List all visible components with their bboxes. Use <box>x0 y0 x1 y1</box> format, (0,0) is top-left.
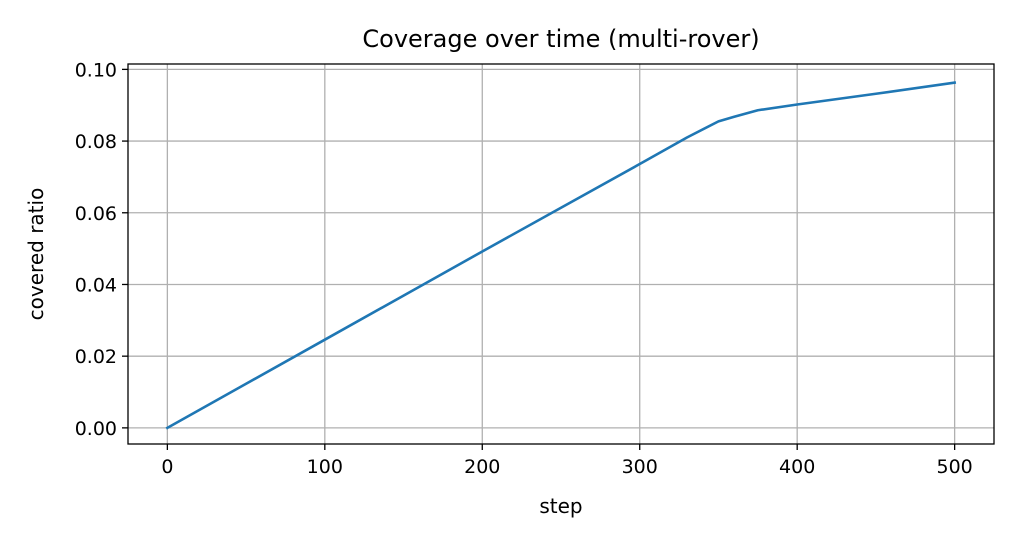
chart-title: Coverage over time (multi-rover) <box>362 25 759 53</box>
x-tick-label: 100 <box>307 456 343 478</box>
y-tick-label: 0.02 <box>75 346 117 368</box>
x-tick-label: 300 <box>622 456 658 478</box>
y-axis-ticks: 0.00 0.02 0.04 0.06 0.08 0.10 <box>75 59 128 440</box>
y-tick-label: 0.04 <box>75 274 117 296</box>
x-tick-label: 0 <box>161 456 173 478</box>
series-layer <box>165 81 957 430</box>
y-tick-label: 0.10 <box>75 59 117 81</box>
x-tick-label: 500 <box>937 456 973 478</box>
x-axis-label: step <box>539 494 582 518</box>
grid <box>128 64 994 444</box>
x-axis-ticks: 0 100 200 300 400 500 <box>161 444 973 478</box>
y-tick-label: 0.08 <box>75 131 117 153</box>
y-axis-label: covered ratio <box>24 188 48 321</box>
x-tick-label: 200 <box>464 456 500 478</box>
y-tick-label: 0.06 <box>75 203 117 225</box>
x-tick-label: 400 <box>779 456 815 478</box>
y-tick-label: 0.00 <box>75 418 117 440</box>
coverage-line <box>165 81 957 430</box>
plot-frame <box>127 63 995 445</box>
